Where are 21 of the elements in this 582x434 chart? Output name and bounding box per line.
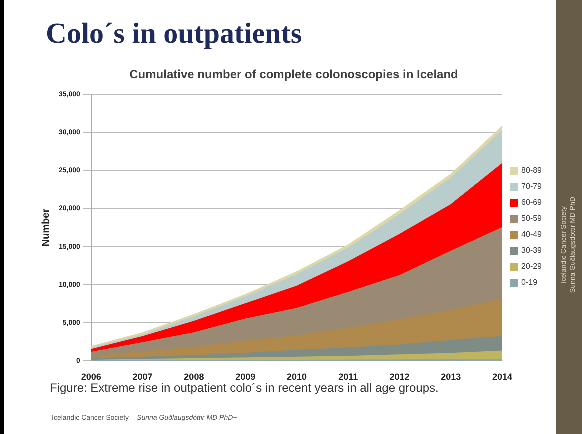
- text: Figure: Extreme rise in outpatient colo´s in recent years in all age groups.: [50, 381, 439, 395]
- x-tick-label: 2009: [236, 372, 256, 382]
- chart-subtitle: Cumulative number of complete colonoscopies in Iceland: [130, 68, 458, 82]
- legend-label: 0-19: [522, 278, 538, 288]
- x-tick-label: 2007: [132, 372, 153, 382]
- x-tick-label: 2011: [338, 372, 358, 382]
- legend-label: 60-69: [522, 198, 543, 208]
- legend-label: 80-89: [522, 166, 543, 176]
- x-tick-label: 2014: [492, 372, 513, 382]
- legend-label: 40-49: [522, 230, 543, 240]
- y-axis-title: Number: [40, 208, 52, 247]
- legend-label: 30-39: [522, 246, 543, 256]
- x-tick-label: 2008: [184, 372, 204, 382]
- legend-label: 50-59: [522, 214, 543, 224]
- x-tick-label: 2013: [441, 372, 462, 382]
- legend-label: 20-29: [522, 262, 543, 272]
- x-tick-label: 2012: [390, 372, 410, 382]
- x-tick-label: 2006: [81, 372, 102, 382]
- x-tick-label: 2010: [286, 372, 307, 382]
- chart-title: Colo´s in outpatients: [46, 18, 302, 51]
- legend-label: 70-79: [522, 182, 543, 192]
